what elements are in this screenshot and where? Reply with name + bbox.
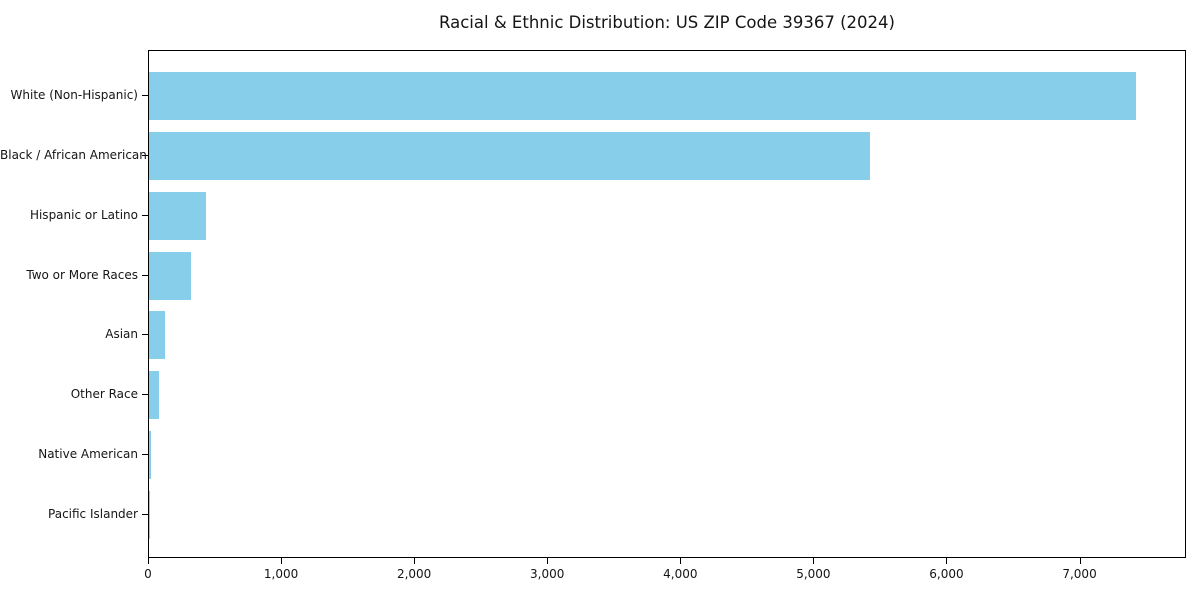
y-tick-mark	[142, 154, 148, 156]
x-tick-label: 0	[144, 567, 152, 581]
x-tick-mark	[1079, 558, 1081, 564]
x-tick-label: 2,000	[396, 567, 432, 581]
x-tick-mark	[281, 558, 283, 564]
bar-hispanic-or-latino	[149, 191, 207, 240]
y-tick-mark	[142, 95, 148, 96]
x-tick-label: 3,000	[530, 567, 565, 581]
x-tick-label: 7,000	[1062, 567, 1097, 581]
y-tick-mark	[142, 394, 148, 396]
x-tick-mark	[148, 558, 149, 564]
y-tick-label: Two or More Races	[26, 267, 138, 282]
bar-native-american	[149, 431, 151, 480]
bar-two-or-more-races	[149, 251, 191, 300]
y-tick-mark	[142, 274, 148, 276]
x-tick-label: 1,000	[263, 567, 299, 581]
bar-asian	[149, 311, 165, 360]
x-tick-mark	[946, 558, 948, 564]
y-tick-label: Other Race	[70, 387, 138, 402]
x-tick-mark	[414, 558, 416, 564]
y-tick-mark	[142, 334, 148, 336]
y-tick-label: Pacific Islander	[48, 506, 138, 521]
y-tick-mark	[142, 214, 148, 216]
bar-white-non-hispanic	[149, 72, 1137, 120]
bar-black-african-american	[149, 131, 871, 180]
bar-other-race	[149, 371, 160, 420]
y-tick-label: Black / African American	[0, 147, 147, 162]
chart-title: Racial & Ethnic Distribution: US ZIP Cod…	[439, 13, 895, 32]
y-tick-mark	[142, 454, 148, 456]
y-tick-label: Native American	[38, 447, 138, 462]
x-tick-mark	[680, 558, 682, 564]
y-tick-label: White (Non-Hispanic)	[10, 88, 138, 102]
x-tick-label: 6,000	[929, 567, 964, 581]
x-tick-label: 4,000	[663, 567, 698, 581]
y-tick-label: Hispanic or Latino	[29, 207, 138, 222]
y-tick-mark	[142, 513, 148, 515]
x-tick-label: 5,000	[796, 567, 831, 581]
x-tick-mark	[813, 558, 815, 564]
x-tick-mark	[547, 558, 549, 564]
plot-area	[148, 50, 1186, 558]
y-tick-label: Asian	[105, 327, 138, 342]
